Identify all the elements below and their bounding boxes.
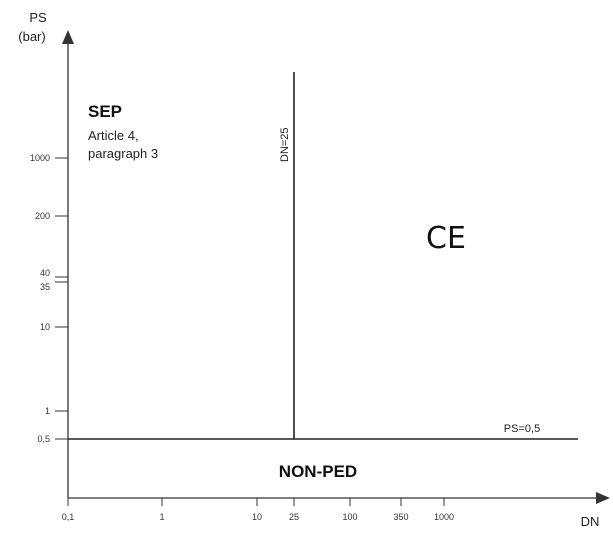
- non-ped-title: NON-PED: [279, 462, 357, 481]
- x-tick-label-1: 1: [159, 512, 164, 522]
- y-tick-label-0-5: 0,5: [37, 434, 50, 444]
- ps05-label: PS=0,5: [504, 423, 540, 435]
- y-tick-label-200: 200: [35, 211, 50, 221]
- sep-paragraph: paragraph 3: [88, 146, 158, 161]
- sep-title: SEP: [88, 102, 122, 121]
- dn25-label: DN=25: [279, 127, 291, 162]
- y-tick-label-40: 40: [40, 268, 50, 278]
- y-tick-label-1000: 1000: [30, 153, 50, 163]
- y-tick-label-10: 10: [40, 322, 50, 332]
- x-axis-title: DN: [581, 514, 600, 529]
- sep-article: Article 4,: [88, 128, 139, 143]
- x-tick-label-10: 10: [252, 512, 262, 522]
- x-tick-label-1000: 1000: [434, 512, 454, 522]
- y-ticks: [55, 157, 68, 440]
- y-tick-label-1: 1: [45, 406, 50, 416]
- x-ticks: [67, 498, 445, 506]
- x-axis-arrow: [596, 492, 610, 504]
- x-tick-label-350: 350: [393, 512, 408, 522]
- x-tick-label-25: 25: [289, 512, 299, 522]
- ce-mark-icon: CE: [426, 221, 466, 256]
- y-tick-label-35: 35: [40, 282, 50, 292]
- x-tick-label-0-1: 0,1: [62, 512, 75, 522]
- y-axis-arrow: [62, 30, 74, 44]
- y-axis-title-unit: (bar): [18, 29, 45, 44]
- y-axis-title-ps: PS: [29, 10, 47, 25]
- x-tick-label-100: 100: [342, 512, 357, 522]
